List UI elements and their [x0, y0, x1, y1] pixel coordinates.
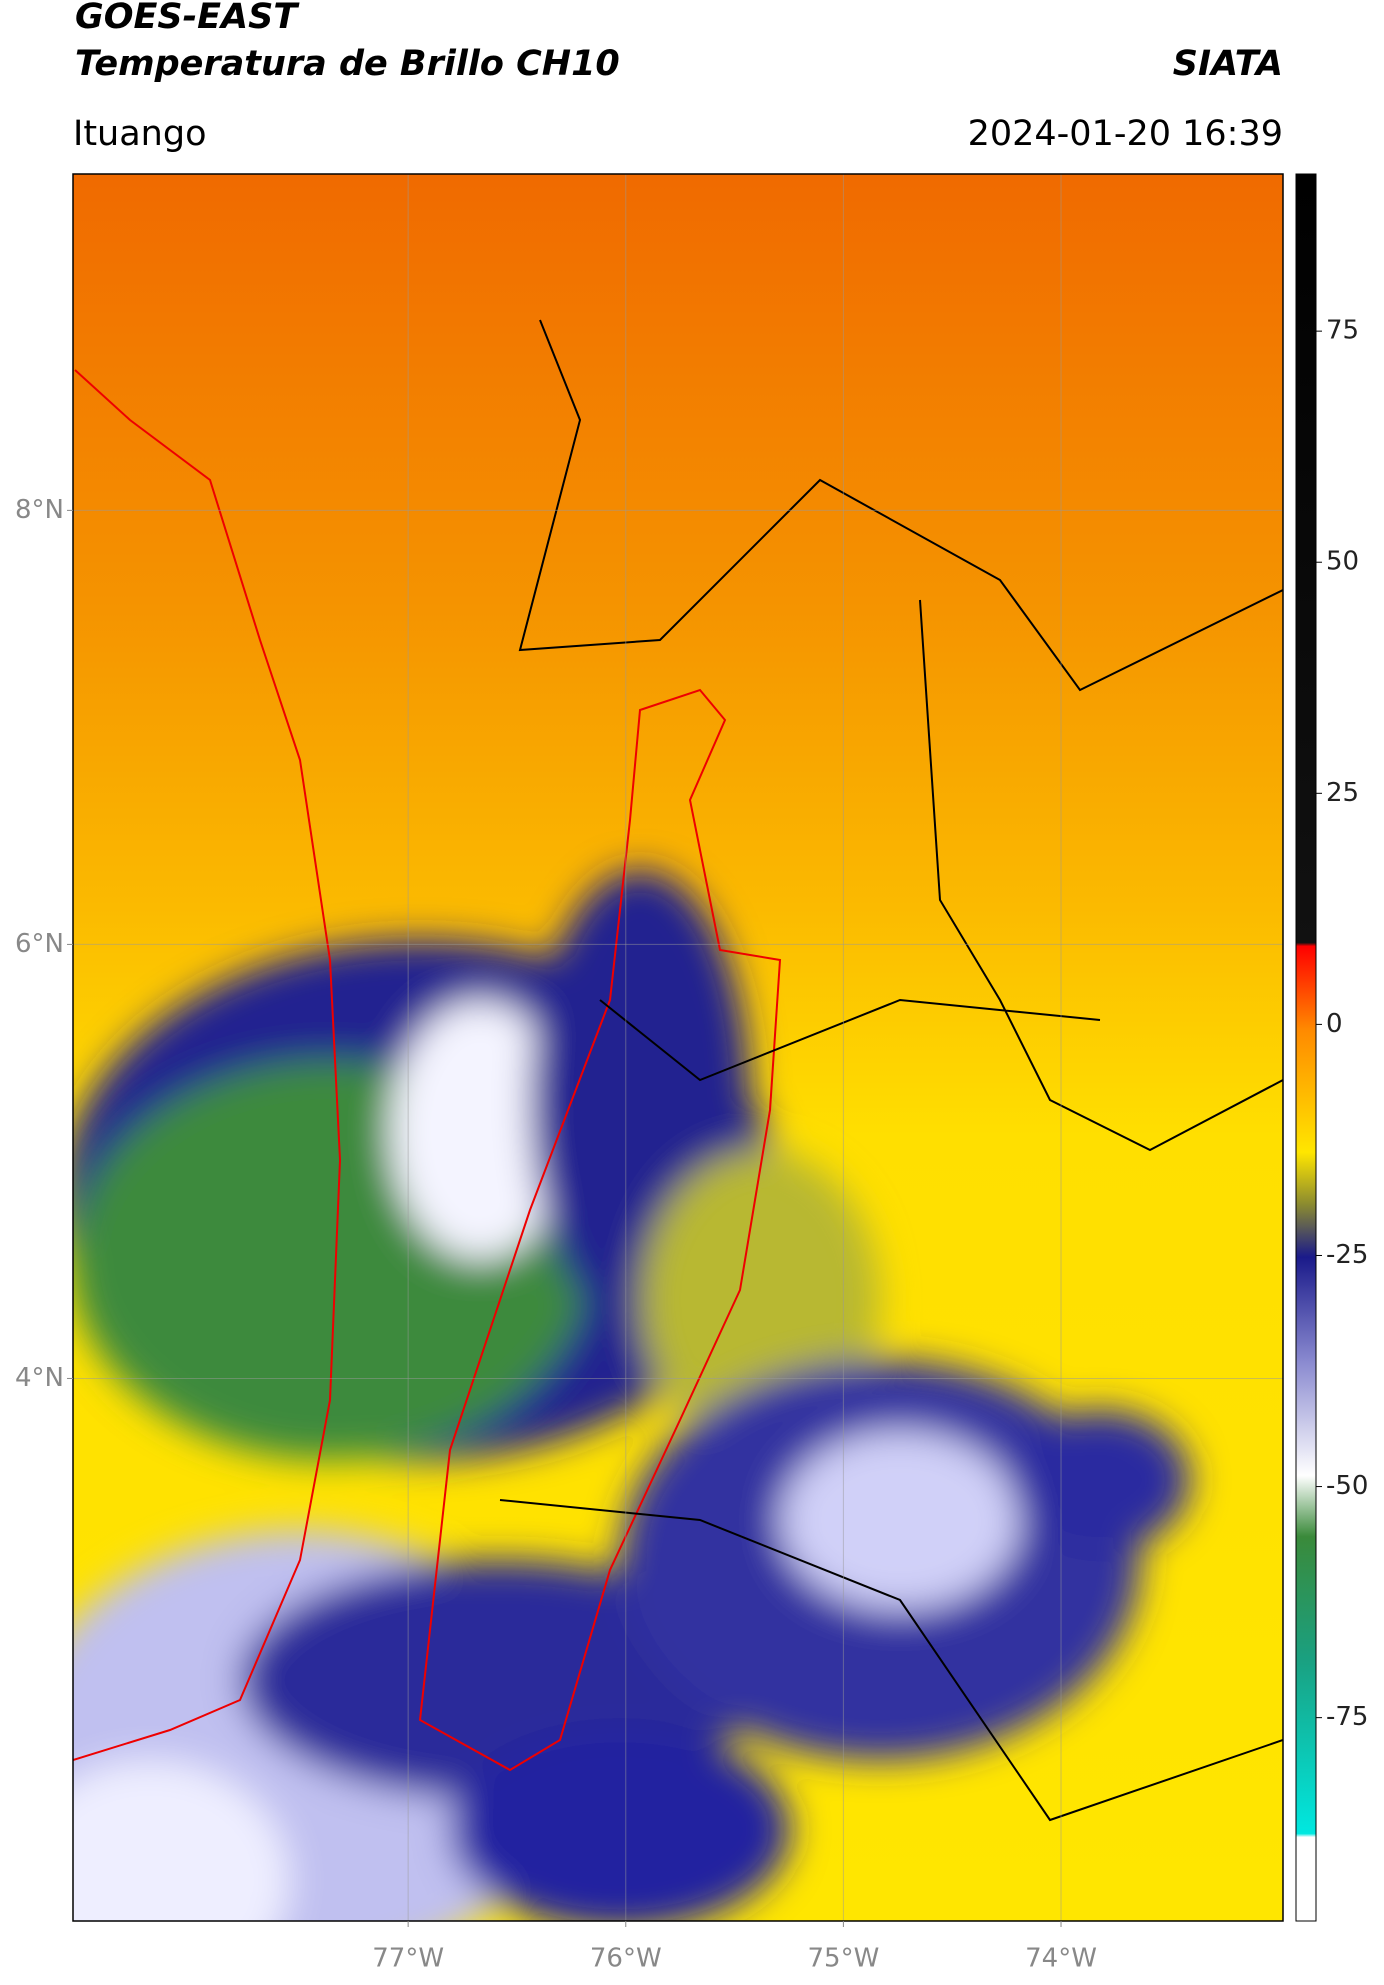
lat-label: 4°N	[15, 1363, 64, 1393]
lon-label: 77°W	[372, 1944, 444, 1974]
title: GOES-EAST	[75, 0, 300, 37]
colorbar-tick-label: -50	[1326, 1471, 1368, 1501]
lon-label: 74°W	[1025, 1944, 1097, 1974]
lon-label: 75°W	[807, 1944, 879, 1974]
map-imagery	[73, 174, 1283, 1921]
colorbar-tick-label: -25	[1326, 1240, 1368, 1270]
colorbar-tick-label: -75	[1326, 1702, 1368, 1732]
colorbar-tick-label: 75	[1326, 316, 1359, 346]
map-frame	[72, 173, 1284, 1922]
colorbar-tick-label: 50	[1326, 547, 1359, 577]
lat-label: 6°N	[15, 929, 64, 959]
location: Ituango	[73, 114, 207, 154]
lon-label: 76°W	[590, 1944, 662, 1974]
lat-label: 8°N	[15, 495, 64, 525]
subtitle: Temperatura de Brillo CH10	[75, 44, 620, 84]
datetime: 2024-01-20 16:39	[968, 114, 1283, 154]
brand: SIATA	[1173, 44, 1283, 84]
colorbar	[1295, 173, 1317, 1922]
colorbar-tick-label: 0	[1326, 1009, 1343, 1039]
colorbar-tick-label: 25	[1326, 778, 1359, 808]
